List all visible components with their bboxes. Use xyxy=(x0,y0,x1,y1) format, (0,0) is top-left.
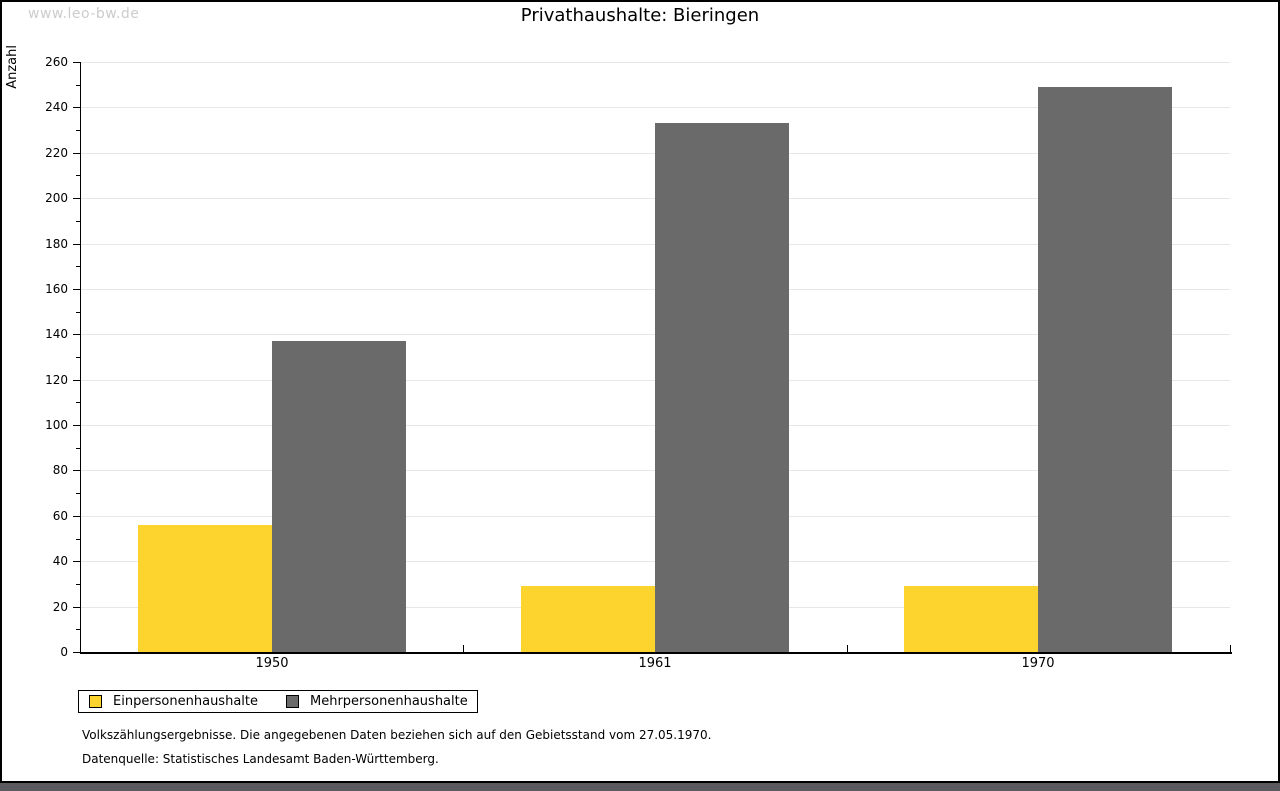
legend-item: Mehrpersonenhaushalte xyxy=(286,694,468,709)
x-tick-label: 1970 xyxy=(1021,656,1055,671)
x-boundary-tick xyxy=(1230,645,1231,653)
footnote-data-source: Datenquelle: Statistisches Landesamt Bad… xyxy=(82,752,439,766)
y-tick-label: 0 xyxy=(60,645,68,659)
bar-einpersonenhaushalte-1970 xyxy=(904,586,1038,652)
y-minor-tick xyxy=(76,448,80,449)
y-axis-line xyxy=(80,62,81,653)
y-tick-label: 60 xyxy=(52,509,68,523)
x-tick-label: 1950 xyxy=(255,656,289,671)
y-minor-tick xyxy=(76,221,80,222)
y-tick-label: 100 xyxy=(45,418,68,432)
x-axis-line xyxy=(80,652,1232,654)
x-tick-label: 1961 xyxy=(638,656,672,671)
watermark-text: www.leo-bw.de xyxy=(28,6,140,22)
y-minor-tick xyxy=(76,539,80,540)
y-major-tick xyxy=(73,425,80,426)
y-major-tick xyxy=(73,607,80,608)
bottom-bar xyxy=(0,783,1280,791)
y-axis-title: Anzahl xyxy=(5,45,20,89)
y-minor-tick xyxy=(76,266,80,267)
y-minor-tick xyxy=(76,629,80,630)
y-minor-tick xyxy=(76,130,80,131)
y-tick-label: 40 xyxy=(52,554,68,568)
y-major-tick xyxy=(73,652,80,653)
bar-einpersonenhaushalte-1961 xyxy=(521,586,655,652)
bar-mehrpersonenhaushalte-1961 xyxy=(655,123,789,652)
y-tick-label: 260 xyxy=(45,55,68,69)
y-major-tick xyxy=(73,516,80,517)
legend-item: Einpersonenhaushalte xyxy=(89,694,258,709)
y-tick-label: 20 xyxy=(52,600,68,614)
bar-mehrpersonenhaushalte-1970 xyxy=(1038,87,1172,652)
gridline xyxy=(80,62,1230,63)
y-minor-tick xyxy=(76,584,80,585)
y-minor-tick xyxy=(76,312,80,313)
y-tick-label: 80 xyxy=(52,463,68,477)
y-minor-tick xyxy=(76,175,80,176)
y-minor-tick xyxy=(76,493,80,494)
y-major-tick xyxy=(73,470,80,471)
y-tick-label: 140 xyxy=(45,327,68,341)
y-major-tick xyxy=(73,153,80,154)
y-tick-label: 240 xyxy=(45,100,68,114)
y-major-tick xyxy=(73,62,80,63)
y-tick-label: 120 xyxy=(45,373,68,387)
footnote-source-note: Volkszählungsergebnisse. Die angegebenen… xyxy=(82,728,712,742)
y-minor-tick xyxy=(76,85,80,86)
legend-swatch-icon xyxy=(286,695,299,708)
y-major-tick xyxy=(73,107,80,108)
x-boundary-tick xyxy=(847,645,848,653)
chart-title: Privathaushalte: Bieringen xyxy=(520,5,760,26)
y-major-tick xyxy=(73,380,80,381)
x-boundary-tick xyxy=(463,645,464,653)
y-tick-label: 180 xyxy=(45,237,68,251)
bar-mehrpersonenhaushalte-1950 xyxy=(272,341,406,652)
legend-label: Mehrpersonenhaushalte xyxy=(310,694,468,709)
y-tick-label: 220 xyxy=(45,146,68,160)
y-major-tick xyxy=(73,561,80,562)
y-minor-tick xyxy=(76,357,80,358)
y-tick-label: 200 xyxy=(45,191,68,205)
y-tick-label: 160 xyxy=(45,282,68,296)
y-major-tick xyxy=(73,198,80,199)
y-major-tick xyxy=(73,289,80,290)
y-major-tick xyxy=(73,244,80,245)
y-major-tick xyxy=(73,334,80,335)
y-minor-tick xyxy=(76,402,80,403)
legend-swatch-icon xyxy=(89,695,102,708)
legend: Einpersonenhaushalte Mehrpersonenhaushalt… xyxy=(78,690,478,713)
gridline xyxy=(80,107,1230,108)
legend-label: Einpersonenhaushalte xyxy=(113,694,258,709)
bar-einpersonenhaushalte-1950 xyxy=(138,525,272,652)
